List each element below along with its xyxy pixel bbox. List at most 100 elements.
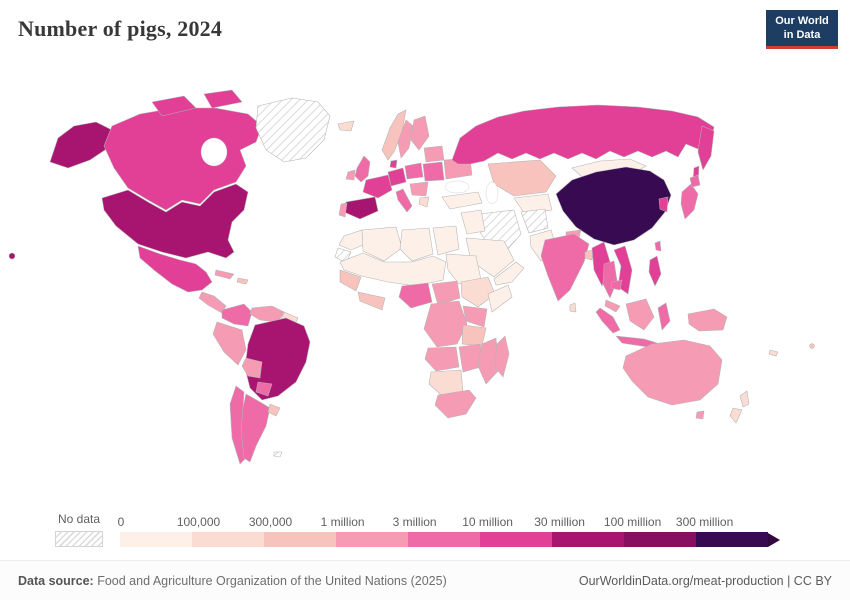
region-new-caledonia[interactable] <box>768 349 779 357</box>
country-peru[interactable] <box>212 321 247 366</box>
country-paraguay[interactable] <box>255 381 273 397</box>
region-caribbean[interactable] <box>236 277 249 285</box>
country-egypt[interactable] <box>432 225 460 256</box>
region-sulawesi[interactable] <box>657 302 671 331</box>
country-france[interactable] <box>362 174 393 199</box>
country-brazil[interactable] <box>244 317 311 401</box>
country-turkey[interactable] <box>441 191 483 210</box>
region-kenya-uganda[interactable] <box>462 305 488 328</box>
legend-segment[interactable] <box>408 532 480 547</box>
region-eastern-europe[interactable] <box>422 161 445 182</box>
country-sweden[interactable] <box>397 119 414 159</box>
region-namibia-botswana[interactable] <box>428 369 464 396</box>
country-italy[interactable] <box>395 188 413 213</box>
country-bangladesh[interactable] <box>584 249 594 261</box>
country-malaysia[interactable] <box>604 299 621 313</box>
country-argentina[interactable] <box>240 393 271 463</box>
country-south-africa[interactable] <box>434 389 477 419</box>
country-greenland[interactable] <box>255 97 331 163</box>
region-balkans[interactable] <box>409 181 429 197</box>
country-colombia[interactable] <box>221 303 253 327</box>
country-united-kingdom[interactable] <box>354 155 371 183</box>
country-libya[interactable] <box>399 227 434 262</box>
country-kazakhstan[interactable] <box>487 159 557 197</box>
no-data-swatch[interactable] <box>55 531 103 547</box>
country-uruguay[interactable] <box>267 403 281 417</box>
country-hawaii[interactable] <box>8 252 16 260</box>
region-cameroon-car[interactable] <box>431 280 461 306</box>
country-japan-hokkaido[interactable] <box>689 174 701 188</box>
country-finland[interactable] <box>410 115 430 151</box>
region-falkland-islands[interactable] <box>273 451 283 458</box>
country-mozambique[interactable] <box>477 337 500 385</box>
region-ivory-coast-ghana[interactable] <box>357 291 386 311</box>
country-canada[interactable] <box>103 107 263 211</box>
footer-link[interactable]: OurWorldinData.org/meat-production | CC … <box>578 573 832 588</box>
country-fiji[interactable] <box>809 343 815 349</box>
country-thailand[interactable] <box>602 260 618 299</box>
country-australia[interactable] <box>622 339 723 406</box>
country-germany[interactable] <box>387 167 407 187</box>
country-iceland[interactable] <box>337 120 355 132</box>
country-united-states[interactable] <box>101 183 249 259</box>
country-alaska[interactable] <box>49 121 113 169</box>
country-bolivia[interactable] <box>241 357 263 379</box>
country-norway[interactable] <box>381 109 407 161</box>
country-spain[interactable] <box>343 196 379 220</box>
country-mexico[interactable] <box>137 245 213 293</box>
legend-no-data: No data <box>55 512 103 547</box>
country-greece[interactable] <box>418 196 430 208</box>
country-portugal[interactable] <box>338 202 348 218</box>
legend-segment[interactable] <box>264 532 336 547</box>
country-china[interactable] <box>555 166 672 246</box>
legend-segment[interactable] <box>552 532 624 547</box>
country-denmark[interactable] <box>389 159 398 169</box>
legend-tick-label: 100,000 <box>176 515 221 529</box>
legend-segment[interactable] <box>120 532 192 547</box>
legend-segment[interactable] <box>192 532 264 547</box>
country-cuba[interactable] <box>214 269 235 280</box>
region-tasmania[interactable] <box>695 410 705 420</box>
country-india[interactable] <box>540 233 590 302</box>
legend-segment[interactable] <box>336 532 408 547</box>
country-tanzania[interactable] <box>461 324 487 347</box>
country-nigeria[interactable] <box>398 282 433 309</box>
owid-logo[interactable]: Our World in Data <box>766 10 838 49</box>
country-algeria[interactable] <box>361 226 403 262</box>
country-new-zealand-south[interactable] <box>729 407 743 424</box>
country-sri-lanka[interactable] <box>569 302 577 313</box>
legend-segment[interactable] <box>480 532 552 547</box>
country-somalia[interactable] <box>487 284 513 313</box>
country-philippines[interactable] <box>648 255 662 287</box>
country-madagascar[interactable] <box>494 335 510 378</box>
country-japan[interactable] <box>680 183 699 220</box>
region-kamchatka[interactable] <box>697 125 715 171</box>
region-belarus-baltics[interactable] <box>423 145 445 163</box>
region-senegal-guinea[interactable] <box>339 269 362 292</box>
country-new-zealand-north[interactable] <box>739 390 750 408</box>
country-vietnam[interactable] <box>613 245 633 295</box>
country-morocco[interactable] <box>338 229 369 251</box>
country-poland[interactable] <box>404 162 424 180</box>
country-ireland[interactable] <box>345 169 356 181</box>
country-ethiopia[interactable] <box>460 276 496 308</box>
chart-header: Number of pigs, 2024 Our World in Data <box>18 10 838 49</box>
region-iraq-syria[interactable] <box>460 209 486 235</box>
country-cambodia[interactable] <box>610 279 623 291</box>
region-yemen-oman[interactable] <box>493 261 525 286</box>
country-south-korea[interactable] <box>658 196 669 213</box>
country-papua-new-guinea[interactable] <box>687 308 728 332</box>
country-angola[interactable] <box>424 346 460 372</box>
country-afghanistan[interactable] <box>520 208 549 234</box>
country-dr-congo[interactable] <box>423 300 468 348</box>
legend-segment[interactable] <box>624 532 696 547</box>
country-canada-arctic-2[interactable] <box>203 89 243 109</box>
region-sahel[interactable] <box>339 252 447 287</box>
region-sumatra[interactable] <box>595 307 621 334</box>
country-taiwan[interactable] <box>654 240 662 252</box>
country-russia[interactable] <box>451 104 715 165</box>
region-borneo[interactable] <box>625 298 655 331</box>
legend-segment[interactable] <box>696 532 768 547</box>
region-central-asia[interactable] <box>513 193 553 214</box>
country-canada-arctic-1[interactable] <box>151 95 197 117</box>
